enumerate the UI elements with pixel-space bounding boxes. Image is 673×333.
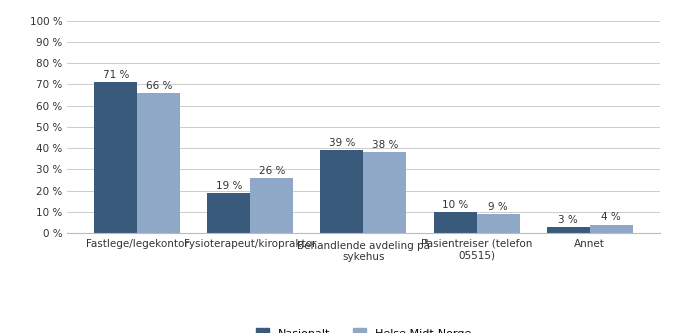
Bar [207,193,250,233]
Bar [250,178,293,233]
Text: 10 %: 10 % [442,200,468,210]
Text: 9 %: 9 % [488,202,508,212]
Bar [363,153,406,233]
Bar [137,93,180,233]
Bar [320,150,363,233]
Bar [546,227,590,233]
Text: 71 %: 71 % [102,70,129,80]
Bar [433,212,476,233]
Text: 38 %: 38 % [371,140,398,150]
Bar [590,224,633,233]
Text: 19 %: 19 % [215,180,242,190]
Bar [476,214,520,233]
Text: 4 %: 4 % [601,212,621,222]
Text: 3 %: 3 % [559,214,578,224]
Text: 26 %: 26 % [258,166,285,176]
Text: 66 %: 66 % [145,81,172,91]
Text: 39 %: 39 % [328,138,355,148]
Legend: Nasjonalt, Helse Midt-Norge: Nasjonalt, Helse Midt-Norge [251,324,476,333]
Bar [94,82,137,233]
